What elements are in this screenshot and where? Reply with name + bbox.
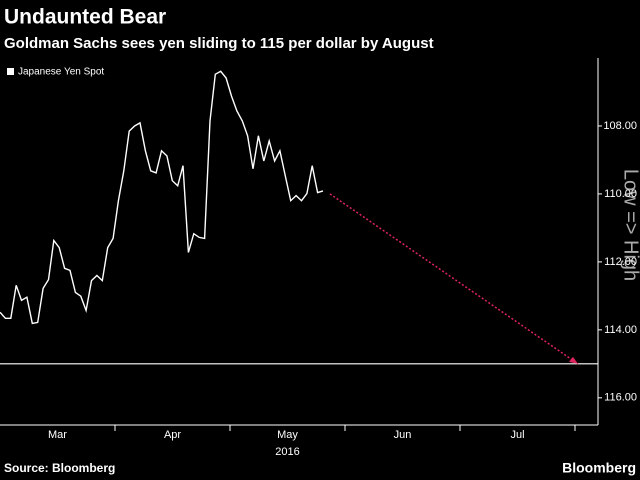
axis-note: Low => High — [620, 169, 640, 281]
y-tick-label: 110.00 — [604, 188, 637, 200]
forecast-line — [329, 193, 579, 365]
source: Source: Bloomberg — [4, 461, 115, 475]
line — [0, 70, 324, 325]
x-tick-label: May — [277, 429, 298, 441]
x-tick-label: Apr — [164, 429, 181, 441]
brand: Bloomberg — [562, 460, 636, 476]
chart-subtitle: Goldman Sachs sees yen sliding to 115 pe… — [4, 35, 434, 52]
legend-label: Japanese Yen Spot — [18, 67, 104, 78]
x-tick-label: Mar — [48, 429, 67, 441]
y-tick-label: 112.00 — [604, 256, 637, 268]
y-tick-label: 116.00 — [604, 392, 637, 404]
year-label: 2016 — [275, 446, 299, 458]
x-tick-label: Jul — [510, 429, 524, 441]
legend-swatch — [7, 68, 14, 75]
y-tick-label: 108.00 — [603, 120, 637, 132]
chart-title: Undaunted Bear — [4, 6, 166, 29]
y-tick-label: 114.00 — [604, 324, 637, 336]
forecast-arrowhead — [569, 356, 578, 364]
x-tick-label: Jun — [394, 429, 412, 441]
